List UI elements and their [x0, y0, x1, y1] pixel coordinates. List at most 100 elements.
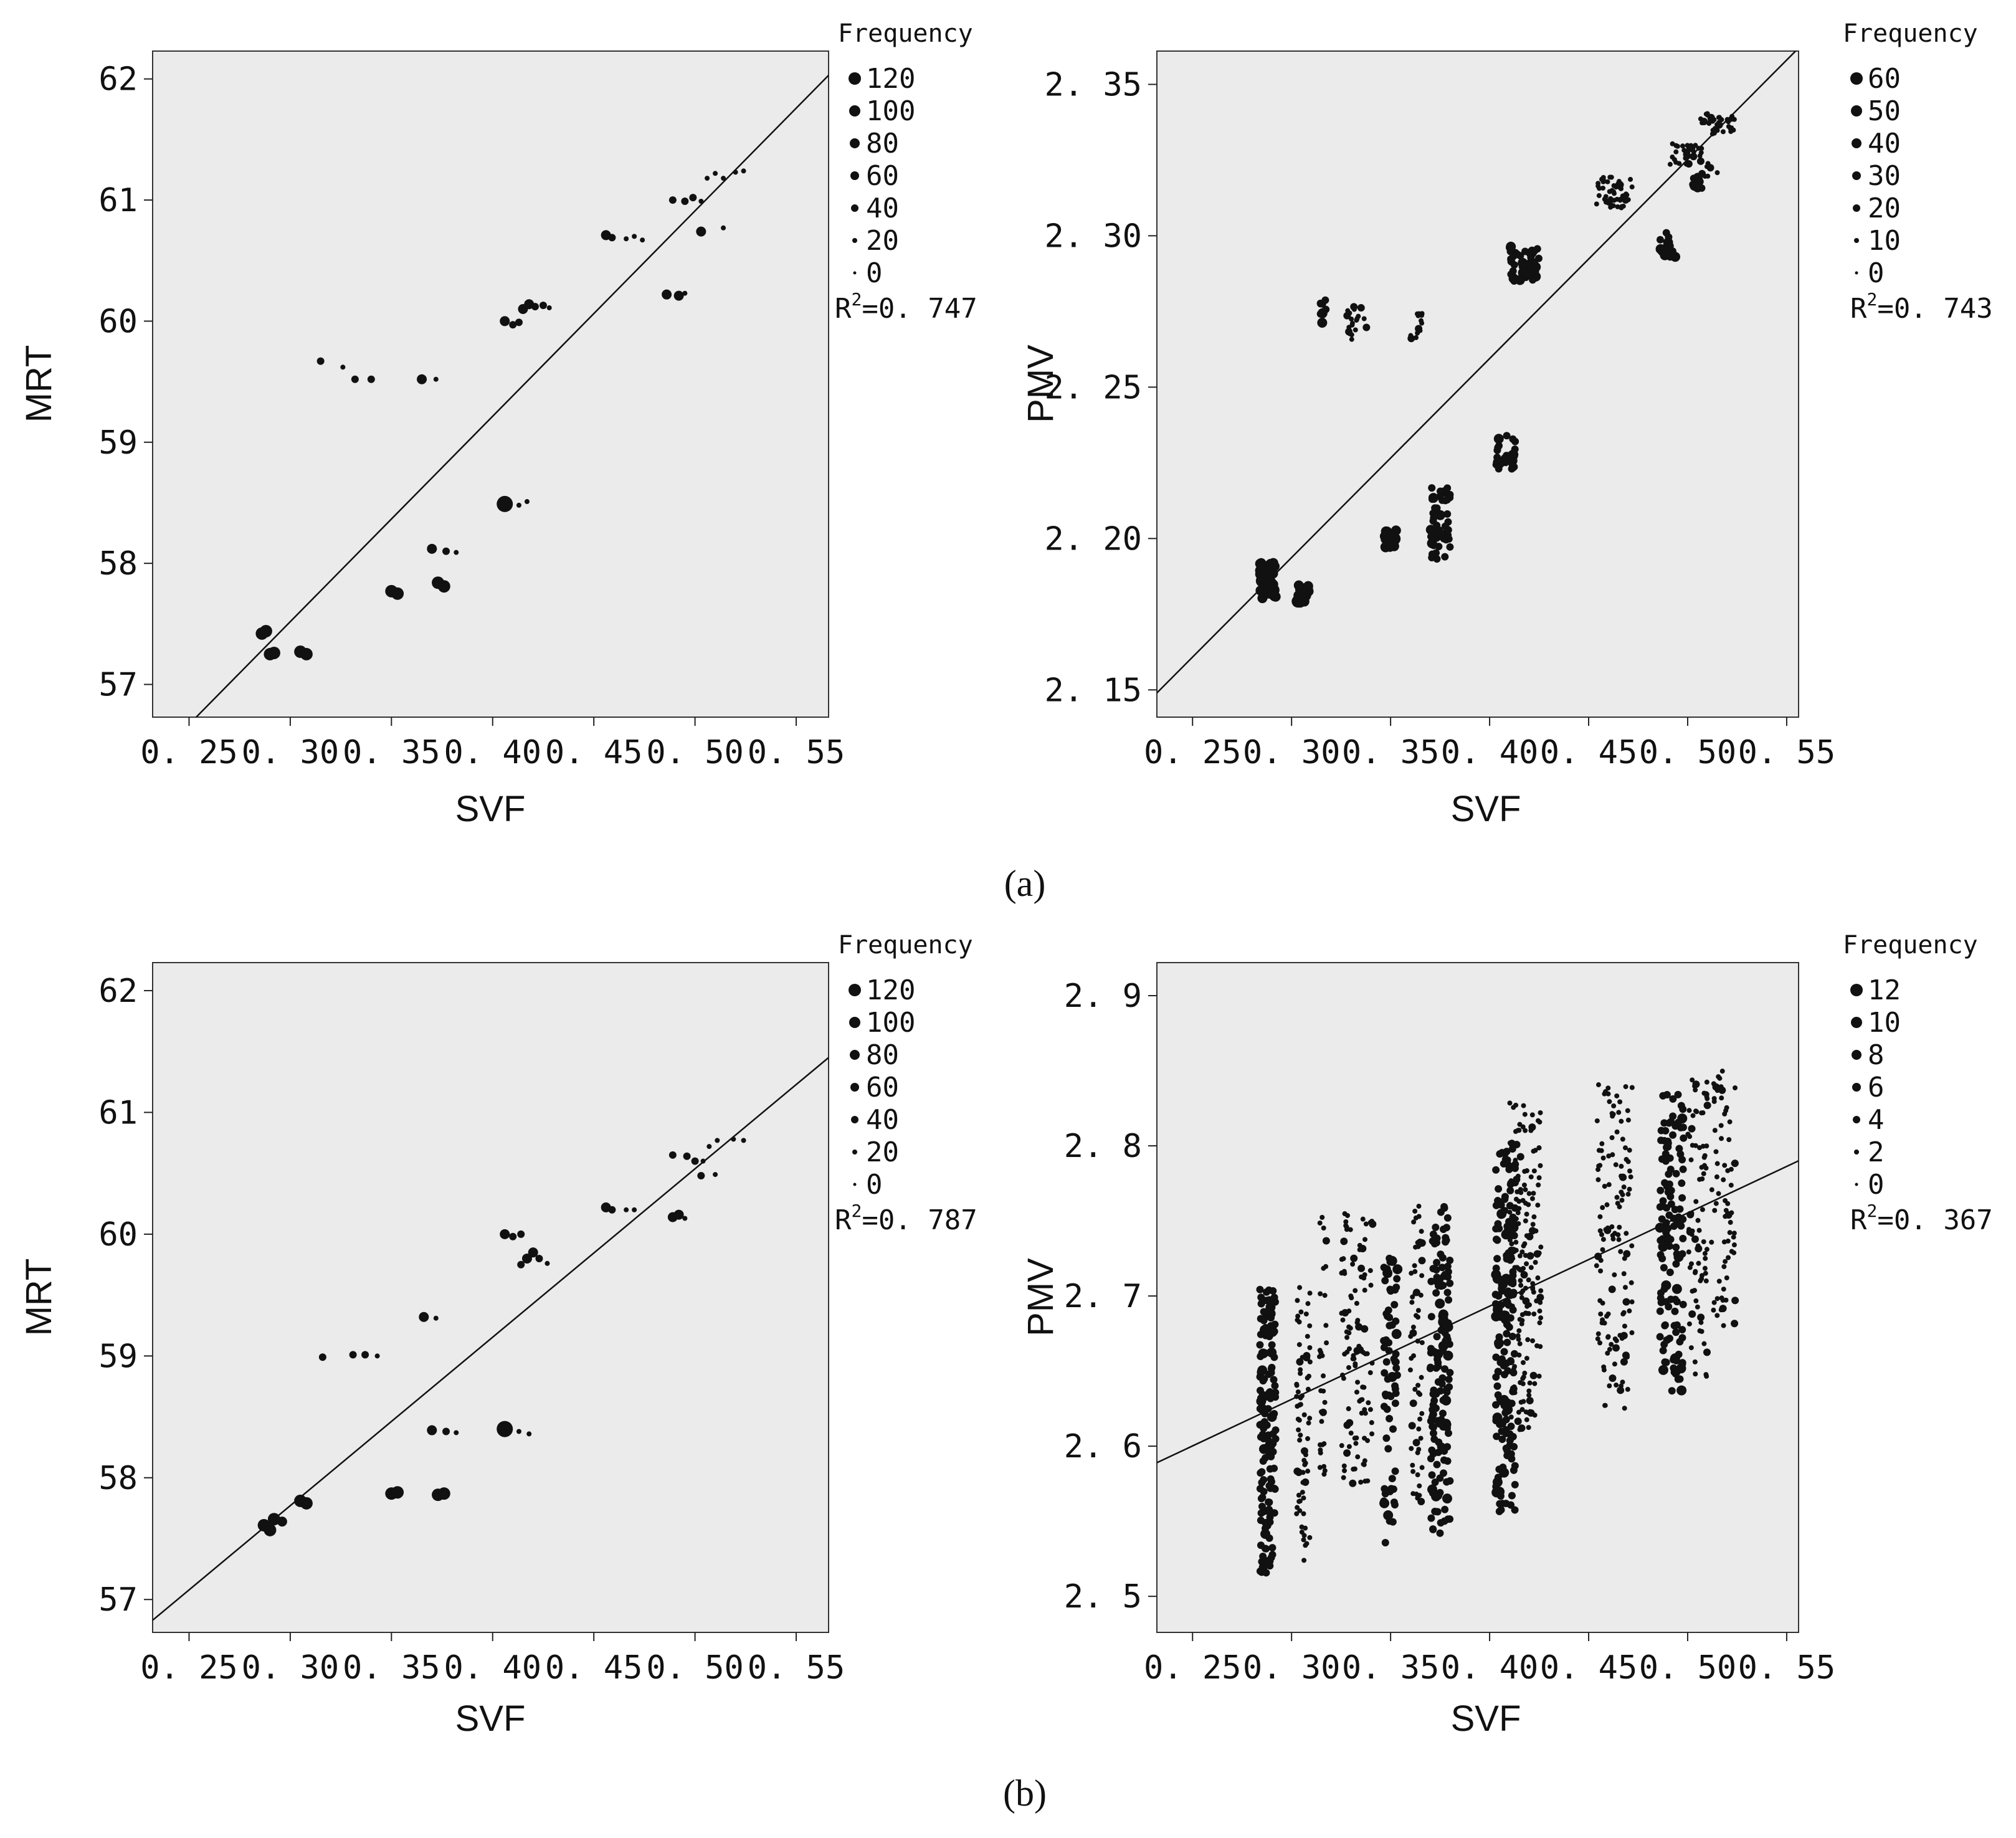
data-point — [1686, 1249, 1691, 1255]
data-point — [1520, 1271, 1528, 1279]
data-point — [1629, 1085, 1635, 1090]
data-point — [1446, 1279, 1454, 1287]
data-point — [300, 647, 313, 660]
data-point — [1427, 1455, 1435, 1463]
data-point — [1417, 1493, 1422, 1498]
data-point — [1663, 1204, 1671, 1212]
data-point — [1417, 1483, 1422, 1488]
data-point — [1441, 1365, 1449, 1373]
data-point — [1503, 1148, 1511, 1156]
data-point — [1687, 1134, 1693, 1140]
data-point — [1719, 1136, 1724, 1141]
data-point — [1670, 1353, 1680, 1364]
y-tick-label: 59 — [98, 424, 138, 462]
legend-marker — [849, 72, 861, 85]
data-point — [1718, 1123, 1724, 1128]
data-point — [1415, 1308, 1421, 1313]
y-tick-label: 2. 30 — [1044, 217, 1142, 255]
data-point — [1614, 1338, 1619, 1343]
data-point — [1659, 1346, 1667, 1355]
data-point — [1391, 1399, 1399, 1407]
legend-title: Frequency — [1843, 19, 1978, 48]
legend-marker — [852, 1150, 857, 1155]
data-point — [1532, 1381, 1538, 1386]
legend-marker — [1855, 1183, 1858, 1186]
data-point — [1263, 588, 1273, 598]
data-point — [1673, 149, 1679, 155]
data-point — [1443, 1421, 1452, 1429]
data-point — [1679, 1234, 1687, 1242]
data-point — [255, 627, 269, 640]
data-point — [1619, 1118, 1624, 1124]
r2-label: R2=0. 367 — [1850, 1201, 1993, 1236]
data-point — [1267, 1475, 1275, 1483]
data-point — [1366, 1400, 1371, 1406]
data-point — [1619, 1383, 1624, 1389]
data-point — [1508, 1414, 1514, 1420]
data-point — [1608, 196, 1614, 201]
data-point — [1601, 1367, 1607, 1373]
data-point — [1271, 1320, 1279, 1328]
data-point — [1731, 1234, 1736, 1240]
data-point — [1272, 1389, 1280, 1397]
data-point — [1346, 1406, 1351, 1412]
data-point — [668, 1151, 677, 1159]
data-point — [1509, 1241, 1514, 1247]
data-point — [1269, 1287, 1277, 1295]
legend-label: 2 — [1868, 1136, 1885, 1168]
data-point — [1605, 1085, 1611, 1091]
x-tick-label: 0. 45 — [545, 1649, 643, 1687]
data-point — [1531, 1214, 1537, 1220]
data-point — [1711, 1096, 1717, 1102]
data-point — [1383, 1510, 1394, 1521]
data-point — [1669, 1095, 1677, 1103]
data-point — [1520, 1359, 1526, 1365]
data-point — [1511, 1384, 1517, 1389]
data-point — [1256, 1485, 1264, 1493]
data-point — [1510, 1255, 1516, 1261]
data-point — [1501, 1409, 1510, 1417]
legend-marker — [850, 1083, 859, 1092]
data-point — [1602, 1183, 1607, 1189]
data-point — [1382, 1336, 1390, 1344]
data-point — [1324, 1340, 1329, 1346]
data-point — [1658, 1364, 1668, 1375]
fit-line — [195, 74, 829, 717]
data-point — [1495, 1185, 1503, 1193]
data-point — [1518, 267, 1528, 278]
data-point — [517, 1230, 525, 1238]
data-point — [1714, 1174, 1719, 1179]
x-axis-label: SVF — [1451, 1698, 1521, 1739]
data-point — [1445, 1296, 1453, 1304]
data-point — [1268, 1447, 1276, 1455]
data-point — [1665, 233, 1673, 241]
data-point — [1606, 1182, 1612, 1188]
legend-label: 40 — [866, 1104, 899, 1136]
data-point — [1595, 181, 1601, 186]
data-point — [1510, 252, 1518, 260]
data-point — [391, 1486, 404, 1499]
data-point — [1494, 1368, 1502, 1376]
data-point — [1319, 1419, 1324, 1424]
x-tick-label: 0. 25 — [1144, 734, 1242, 771]
data-point — [632, 1207, 637, 1212]
data-point — [1428, 1446, 1436, 1454]
data-point — [1355, 1379, 1361, 1385]
data-point — [1321, 1441, 1327, 1447]
data-point — [1442, 1396, 1450, 1404]
data-point — [1344, 1227, 1349, 1232]
data-point — [1594, 1118, 1600, 1123]
data-point — [1516, 1153, 1524, 1161]
data-point — [1627, 1186, 1632, 1192]
data-point — [1410, 1325, 1416, 1330]
data-point — [1667, 1236, 1675, 1244]
data-point — [1509, 1213, 1517, 1221]
data-point — [1412, 1269, 1418, 1274]
data-point — [1724, 1105, 1729, 1110]
data-point — [1298, 1432, 1303, 1438]
data-point — [1687, 1265, 1693, 1270]
data-point — [1446, 543, 1454, 551]
data-point — [1605, 1350, 1610, 1356]
data-point — [1362, 1436, 1367, 1441]
data-point — [1625, 1159, 1631, 1164]
